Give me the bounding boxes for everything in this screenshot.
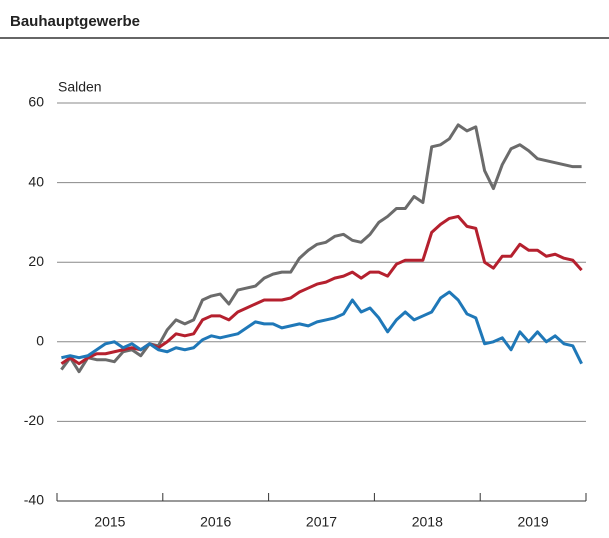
y-tick-label: 20	[28, 253, 44, 269]
series-line	[61, 290, 583, 365]
y-tick-label: 40	[28, 173, 44, 189]
series-line	[60, 123, 582, 374]
y-tick-label: -40	[24, 492, 44, 508]
x-tick-label: 2019	[518, 514, 549, 530]
y-axis-label: Salden	[58, 79, 102, 95]
y-tick-label: -20	[24, 412, 44, 428]
y-tick-label: 60	[28, 94, 44, 110]
y-tick-label: 0	[36, 333, 44, 349]
x-tick-label: 2018	[412, 514, 443, 530]
x-tick-label: 2017	[306, 514, 337, 530]
x-tick-label: 2016	[200, 514, 231, 530]
chart-title: Bauhauptgewerbe	[10, 13, 140, 30]
x-tick-label: 2015	[94, 514, 125, 530]
